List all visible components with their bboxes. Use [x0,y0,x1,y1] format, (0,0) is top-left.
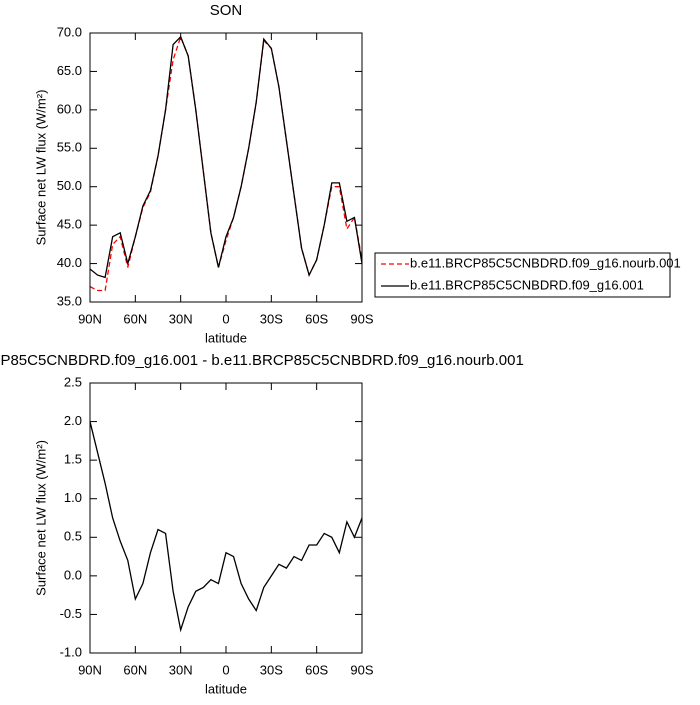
plot-frame [89,382,363,654]
y-tick-label: 55.0 [57,140,82,155]
x-tick-label: 60S [305,662,328,677]
y-tick-label: 50.0 [57,178,82,193]
x-tick-label: 30N [169,311,193,326]
x-tick-label: 60N [123,311,147,326]
y-tick-label: -0.5 [60,606,82,621]
x-tick-label: 30S [260,662,283,677]
y-tick-label: 45.0 [57,217,82,232]
y-tick-label: 60.0 [57,101,82,116]
x-tick-label: 60N [123,662,147,677]
x-axis-label: latitude [205,681,247,696]
y-tick-label: 1.5 [64,452,82,467]
x-axis-label: latitude [205,330,247,345]
y-tick-label: 0.5 [64,529,82,544]
chart-title: SON [210,2,243,19]
x-tick-label: 60S [305,311,328,326]
y-tick-label: 70.0 [57,24,82,39]
y-tick-label: -1.0 [60,644,82,659]
x-tick-label: 90N [78,311,102,326]
data-line [89,35,363,279]
x-tick-label: 0 [222,311,229,326]
y-axis-label: Surface net LW flux (W/m²) [33,90,48,246]
y-axis-label: Surface net LW flux (W/m²) [33,440,48,596]
plot-frame [89,32,363,303]
legend-box [374,252,671,298]
y-tick-label: 65.0 [57,63,82,78]
legend-label: b.e11.BRCP85C5CNBDRD.f09_g16.001 [410,277,644,292]
y-tick-label: 2.5 [64,374,82,389]
x-tick-label: 90S [350,311,373,326]
x-tick-label: 0 [222,662,229,677]
x-tick-label: 30N [169,662,193,677]
x-tick-label: 90N [78,662,102,677]
x-tick-label: 30S [260,311,283,326]
x-tick-label: 90S [350,662,373,677]
data-line [89,421,363,633]
y-tick-label: 35.0 [57,293,82,308]
chart-title: b.e11.BRCP85C5CNBDRD.f09_g16.001 - b.e11… [0,352,524,369]
y-tick-label: 0.0 [64,567,82,582]
y-tick-label: 1.0 [64,490,82,505]
y-tick-label: 40.0 [57,255,82,270]
legend-label: b.e11.BRCP85C5CNBDRD.f09_g16.nourb.001 [410,255,681,270]
y-tick-label: 2.0 [64,413,82,428]
